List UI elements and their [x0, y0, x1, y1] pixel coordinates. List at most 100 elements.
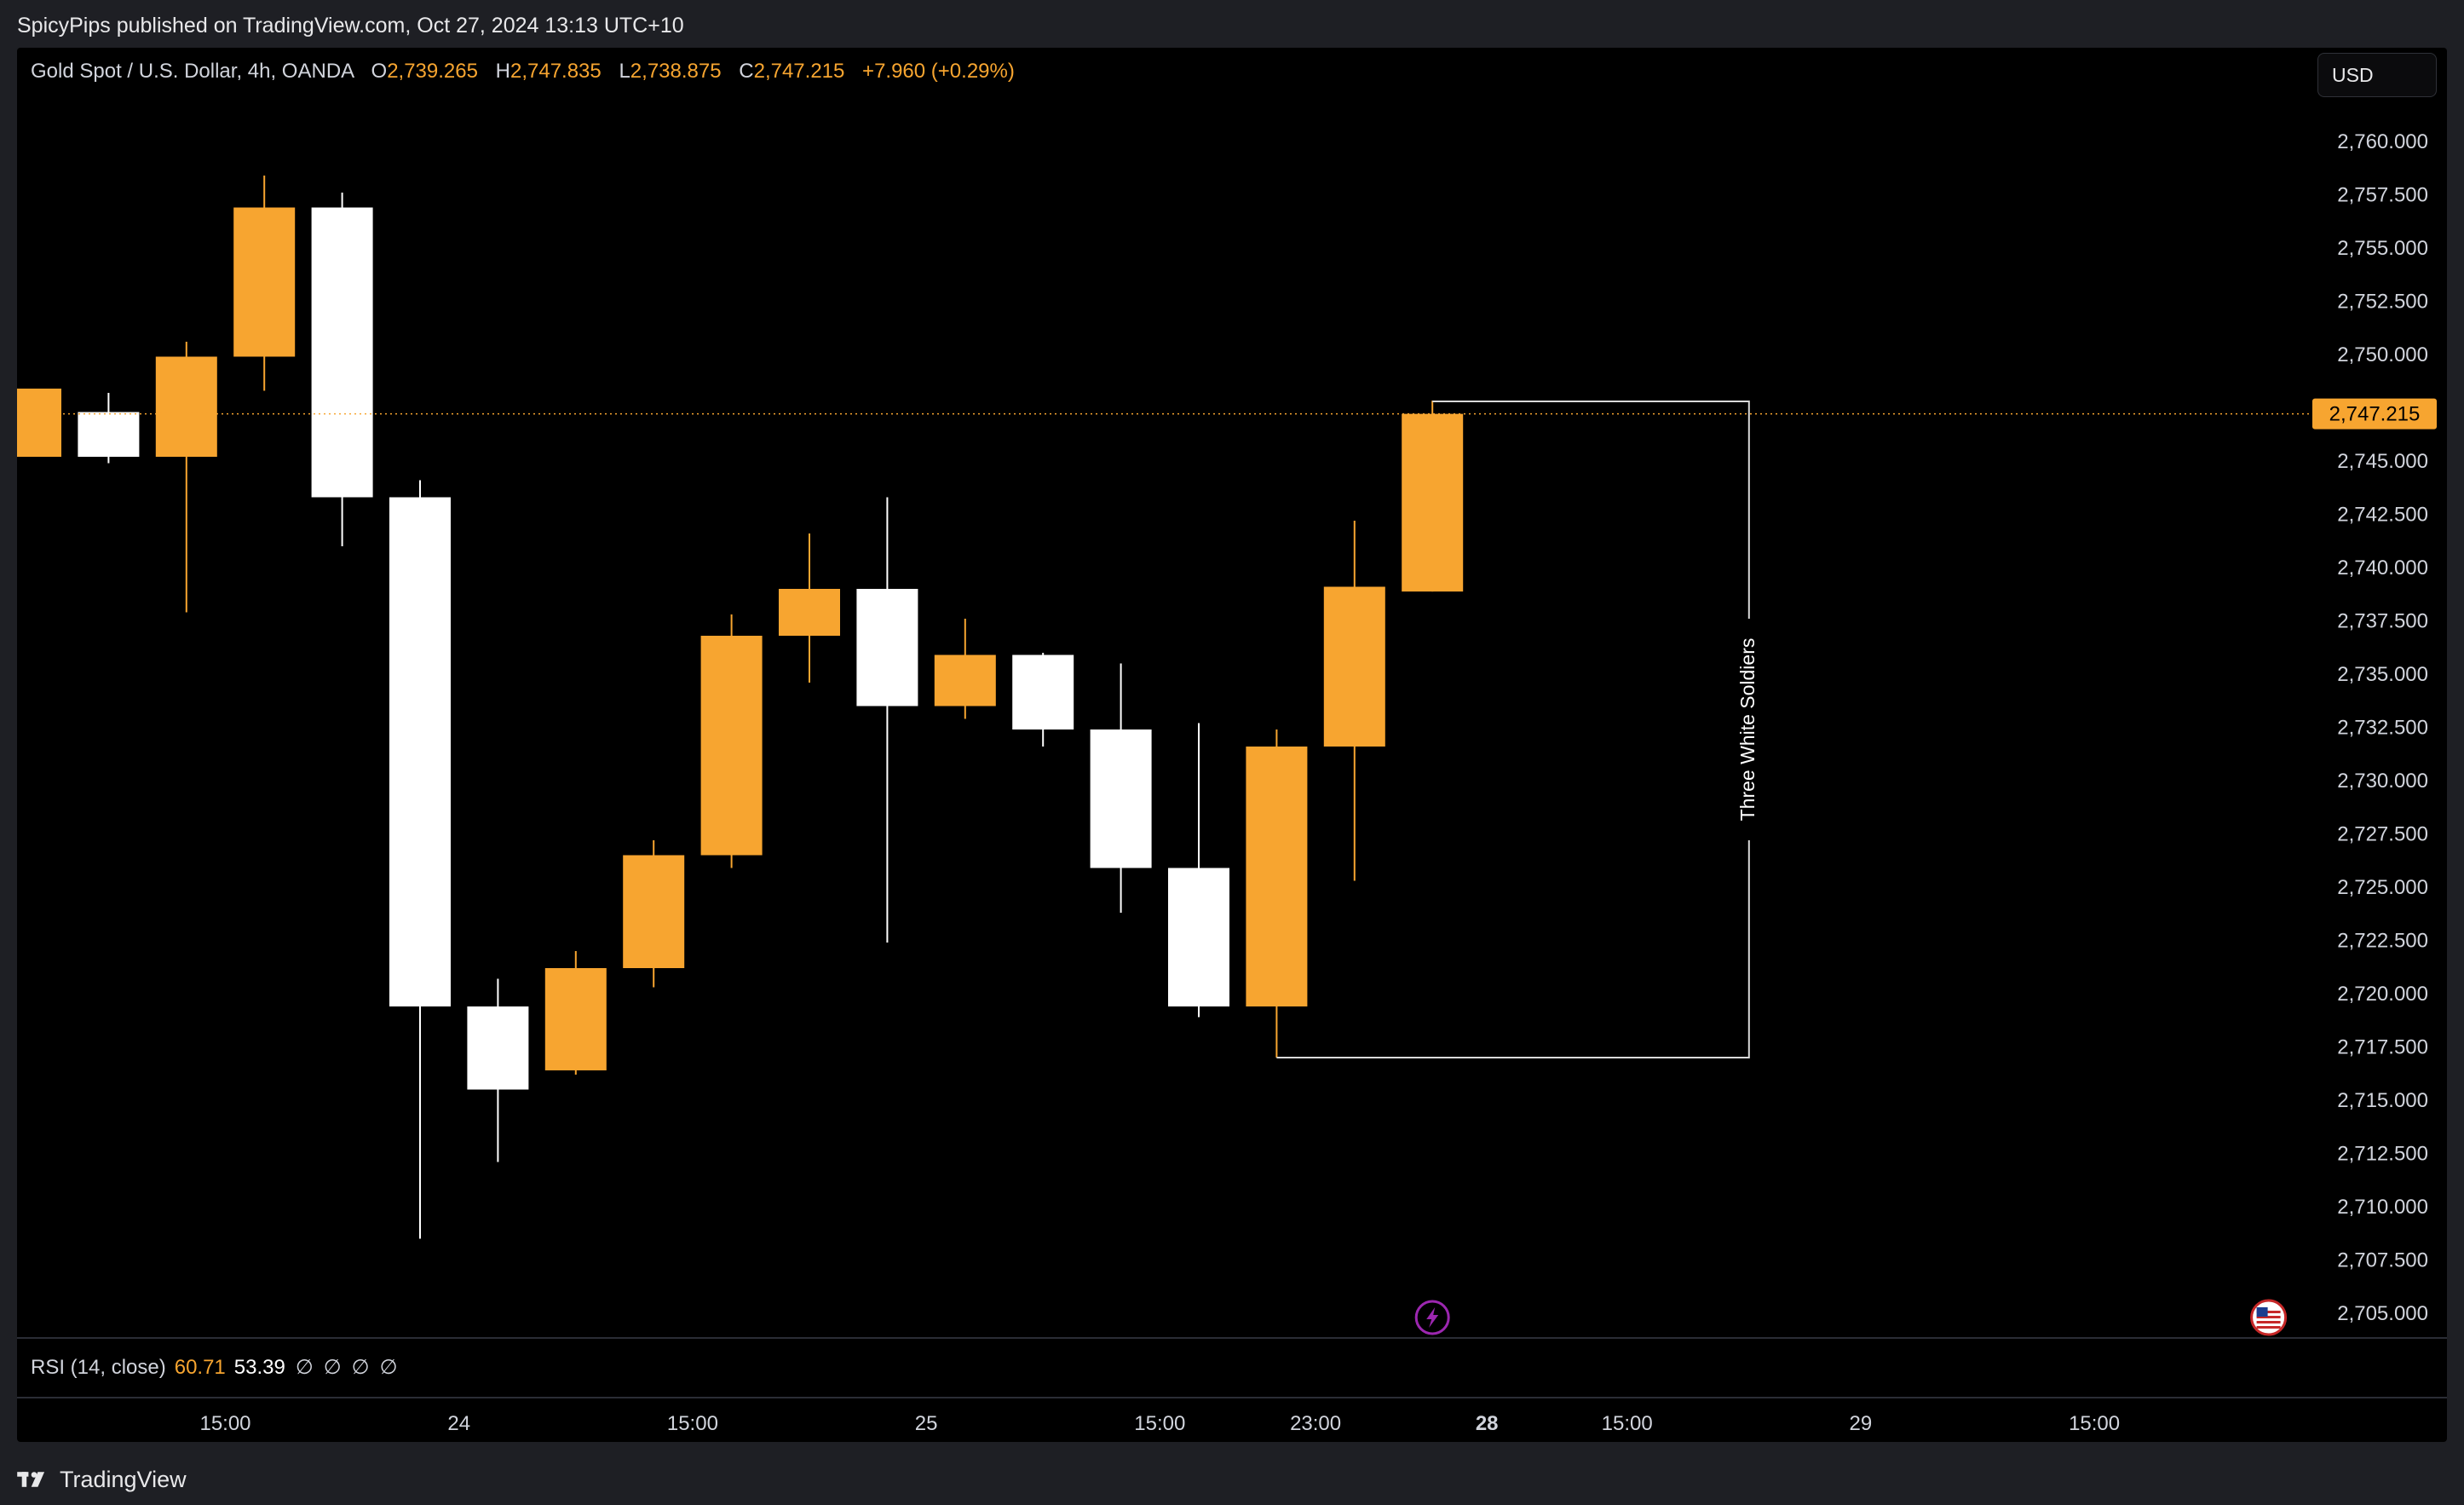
rsi-value-2: 53.39: [233, 1356, 285, 1379]
candle: [155, 342, 217, 613]
candle: [544, 951, 607, 1075]
y-tick-label: 2,705.000: [2337, 1302, 2428, 1325]
y-tick-label: 2,722.500: [2337, 930, 2428, 953]
open-label: O: [371, 60, 388, 83]
candle: [78, 393, 140, 464]
x-tick-label: 15:00: [667, 1412, 718, 1435]
symbol-name: Gold Spot / U.S. Dollar, 4h, OANDA: [31, 60, 354, 83]
x-tick-label: 29: [1850, 1412, 1873, 1435]
candle: [311, 193, 373, 546]
y-tick-label: 2,720.000: [2337, 983, 2428, 1006]
y-tick-label: 2,755.000: [2337, 237, 2428, 260]
lightning-icon: [1414, 1300, 1450, 1335]
y-tick-label: 2,727.500: [2337, 823, 2428, 846]
candle: [856, 497, 918, 943]
candle-body: [1402, 413, 1464, 592]
rsi-na-4: ∅: [379, 1356, 398, 1379]
candle: [17, 389, 61, 457]
candle: [1323, 521, 1385, 881]
candle: [233, 176, 296, 391]
candle-body: [1012, 654, 1074, 729]
y-tick-label: 2,730.000: [2337, 770, 2428, 793]
chart-panel[interactable]: 2,760.000 2,757.500 2,755.000 2,752.500 2,75…: [17, 48, 2447, 1442]
brand-name: TradingView: [60, 1466, 187, 1492]
rsi-value-1: 60.71: [174, 1356, 226, 1379]
candle: [1012, 653, 1074, 747]
price-chart[interactable]: 2,760.000 2,757.500 2,755.000 2,752.500 2,75…: [17, 48, 2447, 1442]
current-price-label: 2,747.215: [2329, 403, 2421, 426]
bottom-bar: TradingView: [0, 1454, 2464, 1505]
candle: [389, 480, 451, 1239]
y-tick-label: 2,750.000: [2337, 343, 2428, 366]
currency-button[interactable]: USD: [2317, 53, 2437, 97]
rsi-na-1: ∅: [295, 1356, 314, 1379]
low-label: L: [619, 60, 630, 83]
symbol-legend: Gold Spot / U.S. Dollar, 4h, OANDA O2,73…: [31, 60, 1015, 84]
y-tick-label: 2,757.500: [2337, 184, 2428, 207]
change-value: +7.960 (+0.29%): [862, 60, 1015, 83]
x-tick-label: 15:00: [2069, 1412, 2120, 1435]
close-label: C: [739, 60, 754, 83]
candle-body: [1090, 729, 1152, 868]
candle-body: [155, 356, 217, 457]
top-bar: SpicyPips published on TradingView.com, …: [0, 0, 2464, 51]
candle-body: [467, 1006, 529, 1090]
y-tick-label: 2,740.000: [2337, 556, 2428, 580]
y-tick-label: 2,742.500: [2337, 504, 2428, 527]
tradingview-logo-icon: [17, 1472, 45, 1487]
candle: [1402, 401, 1464, 592]
y-tick-label: 2,745.000: [2337, 450, 2428, 473]
candle-body: [233, 207, 296, 357]
us-flag-icon: [2250, 1299, 2288, 1336]
rsi-na-2: ∅: [323, 1356, 342, 1379]
candle-body: [17, 389, 61, 457]
y-tick-label: 2,725.000: [2337, 876, 2428, 899]
open-value: 2,739.265: [387, 60, 478, 83]
x-tick-label: 25: [915, 1412, 938, 1435]
low-value: 2,738.875: [630, 60, 722, 83]
x-tick-label: 23:00: [1290, 1412, 1341, 1435]
candle: [1168, 723, 1229, 1018]
x-tick-label: 15:00: [1602, 1412, 1653, 1435]
y-tick-label: 2,715.000: [2337, 1089, 2428, 1112]
candle-body: [311, 207, 373, 498]
candle: [934, 619, 996, 719]
candle: [779, 533, 840, 683]
y-tick-label: 2,735.000: [2337, 663, 2428, 686]
x-tick-label: 28: [1476, 1412, 1499, 1435]
rsi-na-3: ∅: [351, 1356, 370, 1379]
y-tick-label: 2,737.500: [2337, 610, 2428, 633]
candle-body: [1323, 586, 1385, 747]
candle-body: [779, 589, 840, 636]
currency-label: USD: [2332, 63, 2374, 86]
y-tick-label: 2,707.500: [2337, 1249, 2428, 1272]
candle-body: [856, 589, 918, 706]
current-price-tag: [2312, 398, 2437, 430]
high-value: 2,747.835: [509, 60, 602, 83]
close-value: 2,747.215: [753, 60, 845, 83]
pattern-label-bg: [1736, 619, 1761, 840]
y-tick-label: 2,752.500: [2337, 291, 2428, 314]
pattern-label: Three White Soldiers: [1736, 638, 1759, 822]
y-tick-label: 2,760.000: [2337, 130, 2428, 153]
candle-body: [623, 855, 685, 968]
x-tick-label: 24: [447, 1412, 470, 1435]
y-tick-label: 2,717.500: [2337, 1036, 2428, 1059]
candle: [1246, 729, 1308, 1058]
y-tick-label: 2,710.000: [2337, 1196, 2428, 1219]
y-tick-label: 2,732.500: [2337, 717, 2428, 740]
rsi-label: RSI (14, close): [31, 1356, 166, 1379]
rsi-legend: RSI (14, close) 60.71 53.39 ∅ ∅ ∅ ∅: [31, 1355, 397, 1380]
candle-body: [78, 412, 140, 457]
published-info: SpicyPips published on TradingView.com, …: [17, 13, 684, 37]
candle: [623, 840, 685, 988]
x-tick-label: 15:00: [199, 1412, 250, 1435]
candle: [467, 978, 529, 1162]
candle-body: [700, 636, 763, 856]
candle-body: [934, 654, 996, 706]
candle-body: [1246, 747, 1308, 1006]
candle-body: [1168, 868, 1229, 1006]
candle: [700, 614, 763, 868]
candle-body: [389, 497, 451, 1006]
y-tick-label: 2,712.500: [2337, 1143, 2428, 1166]
